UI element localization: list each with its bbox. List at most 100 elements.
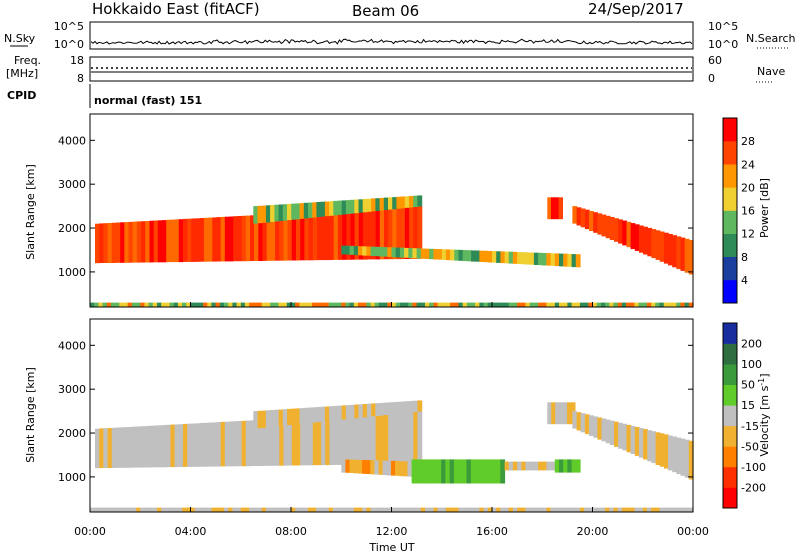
scatter-cell <box>374 507 380 512</box>
scatter-cell <box>487 251 493 263</box>
scatter-cell <box>445 459 451 484</box>
scatter-cell <box>420 248 426 259</box>
scatter-cell <box>345 507 351 512</box>
scatter-cell <box>672 302 677 307</box>
scatter-cell <box>680 302 686 307</box>
scatter-cell <box>383 402 389 415</box>
scatter-cell <box>262 419 268 466</box>
scatter-cell <box>584 302 589 307</box>
scatter-cell <box>388 412 393 465</box>
scatter-cell <box>220 421 226 467</box>
scatter-cell <box>250 420 255 466</box>
scatter-cell <box>676 302 682 307</box>
scatter-cell <box>362 246 367 256</box>
scatter-cell <box>684 507 690 512</box>
scatter-cell <box>299 408 305 424</box>
scatter-cell <box>329 211 335 260</box>
scatter-cell <box>384 413 389 465</box>
scatter-cell <box>621 302 627 307</box>
scatter-cell <box>500 302 506 307</box>
scatter-cell <box>345 200 351 214</box>
scatter-cell <box>626 221 632 248</box>
scatter-cell <box>584 414 590 435</box>
freq-strip-frame <box>89 56 694 82</box>
scatter-cell <box>409 206 414 259</box>
scatter-cell <box>371 208 377 260</box>
scatter-cell <box>195 218 201 262</box>
scatter-cell <box>512 302 518 307</box>
scatter-cell <box>345 245 351 255</box>
scatter-cell <box>224 302 229 307</box>
scatter-cell <box>132 221 138 263</box>
scatter-cell <box>413 400 418 412</box>
scatter-cell <box>161 302 166 307</box>
scatter-cell <box>643 226 648 255</box>
scatter-cell <box>538 461 543 471</box>
scatter-cell <box>554 253 560 267</box>
scatter-cell <box>362 199 368 213</box>
scatter-cell <box>546 461 552 471</box>
scatter-cell <box>291 302 296 307</box>
scatter-cell <box>337 302 342 307</box>
scatter-cell <box>257 410 263 429</box>
scatter-cell <box>170 424 176 468</box>
scatter-cell <box>680 507 686 512</box>
scatter-cell <box>375 413 381 465</box>
scatter-cell <box>659 507 665 512</box>
scatter-cell <box>508 302 514 307</box>
scatter-cell <box>533 252 539 265</box>
scatter-cell <box>341 245 347 255</box>
colorbar-swatch <box>723 187 737 211</box>
scatter-cell <box>370 460 375 475</box>
scatter-cell <box>370 302 376 307</box>
scatter-cell <box>203 302 208 307</box>
scatter-cell <box>593 416 598 438</box>
scatter-cell <box>282 409 288 426</box>
scatter-cell <box>663 434 669 469</box>
scatter-cell <box>538 302 543 307</box>
scatter-cell <box>296 212 301 261</box>
scatter-cell <box>173 507 179 512</box>
scatter-cell <box>131 507 137 512</box>
scatter-cell <box>672 507 677 512</box>
scatter-cell <box>517 252 522 265</box>
colorbar-tick-label: 50 <box>741 379 755 392</box>
scatter-cell <box>374 302 380 307</box>
scatter-cell <box>546 302 552 307</box>
scatter-cell <box>186 507 192 512</box>
scatter-cell <box>141 426 146 468</box>
scatter-cell <box>128 221 134 263</box>
colorbar-tick-label: -50 <box>741 440 759 453</box>
scatter-cell <box>287 203 292 221</box>
scatter-cell <box>182 302 187 307</box>
scatter-cell <box>249 507 254 512</box>
scatter-cell <box>161 507 166 512</box>
scatter-cell <box>102 507 108 512</box>
scatter-cell <box>597 417 603 440</box>
scatter-cell <box>165 302 171 307</box>
scatter-cell <box>253 507 259 512</box>
scatter-cell <box>416 302 422 307</box>
scatter-cell <box>270 214 276 261</box>
scatter-cell <box>646 302 652 307</box>
scatter-cell <box>337 210 343 260</box>
scatter-cell <box>533 302 539 307</box>
scatter-cell <box>445 507 451 512</box>
scatter-cell <box>458 507 464 512</box>
scatter-cell <box>392 402 397 415</box>
scatter-cell <box>265 507 271 512</box>
scatter-cell <box>141 221 146 263</box>
scatter-cell <box>395 302 401 307</box>
scatter-cell <box>504 302 510 307</box>
scatter-cell <box>601 214 607 237</box>
velocity-panel <box>90 400 694 512</box>
scatter-cell <box>378 507 384 512</box>
scatter-cell <box>605 302 610 307</box>
scatter-cell <box>119 507 125 512</box>
scatter-cell <box>282 204 288 221</box>
scatter-cell <box>384 208 389 260</box>
scatter-cell <box>415 459 421 484</box>
scatter-cell <box>559 402 564 425</box>
scatter-cell <box>278 204 284 222</box>
scatter-cell <box>140 507 146 512</box>
